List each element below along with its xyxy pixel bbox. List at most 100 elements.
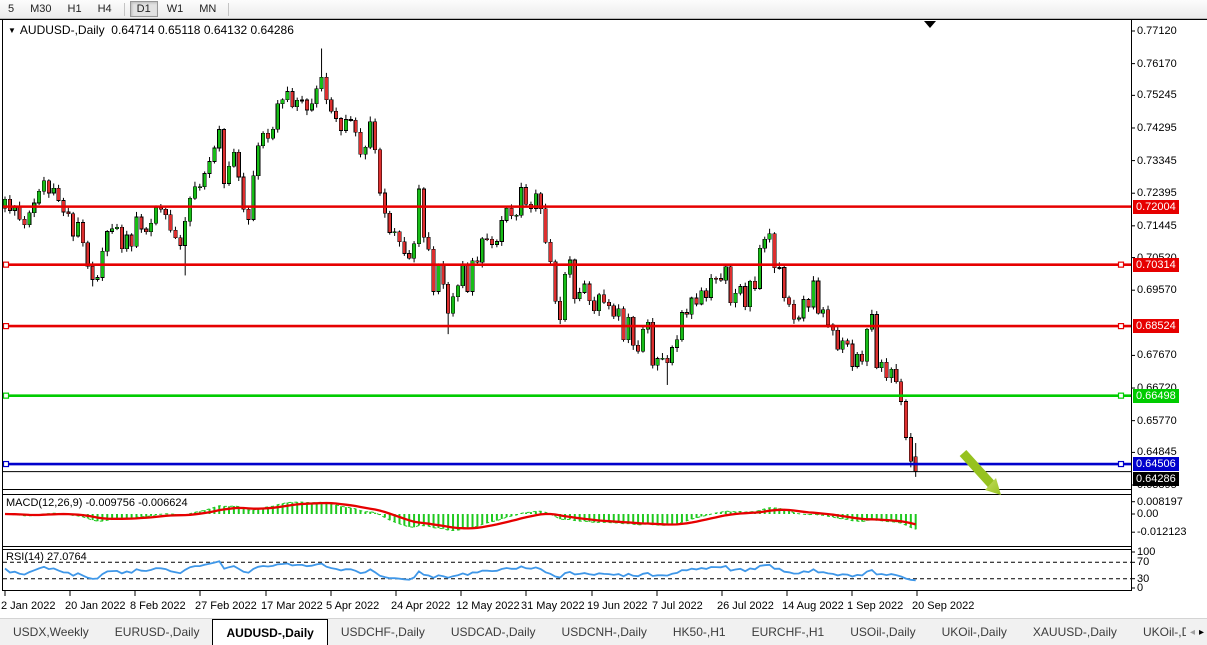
symbol-tab-usoil-daily[interactable]: USOil-,Daily: [850, 625, 916, 639]
hline-handle: [1117, 460, 1125, 468]
price-axis-label: 0.77120: [1137, 25, 1177, 37]
candle-body: [485, 238, 490, 241]
candle-body: [860, 354, 865, 362]
candle-body: [222, 129, 227, 184]
date-axis-label: 26 Jul 2022: [717, 600, 774, 612]
date-axis-label: 7 Jul 2022: [652, 600, 703, 612]
timeframe-button-d1[interactable]: D1: [129, 1, 158, 17]
tabbar-separator-line: [0, 618, 1207, 619]
main-chart-bottom-border: [2, 489, 1131, 490]
hline-price-tag: 0.66498: [1133, 388, 1179, 403]
price-axis-label: 0.65770: [1137, 414, 1177, 427]
candle-body: [100, 251, 105, 278]
candle-body: [640, 328, 646, 352]
candle-body: [17, 206, 22, 220]
candle-body: [329, 99, 334, 112]
candle-body: [538, 193, 543, 210]
candle-body: [295, 99, 300, 108]
candle-body: [611, 305, 616, 317]
candle-body: [894, 368, 899, 383]
candle-body: [309, 103, 314, 111]
tabbar-nav: ◂ ▸: [1185, 619, 1204, 645]
symbol-tab-usdcad-daily[interactable]: USDCAD-,Daily: [450, 625, 536, 639]
macd-axis-label: 0.00: [1137, 508, 1159, 520]
candle-body: [149, 222, 154, 233]
date-axis-label: 19 Jun 2022: [587, 600, 648, 612]
symbol-tab-audusd-daily[interactable]: AUDUSD-,Daily: [212, 619, 328, 645]
date-axis-label: 1 Sep 2022: [847, 600, 904, 612]
timeframe-button-m30[interactable]: M30: [30, 3, 52, 15]
candle-body: [874, 314, 879, 369]
candle-body: [650, 321, 655, 366]
candle-body: [718, 278, 723, 281]
candle-body: [455, 285, 460, 298]
candle-body: [110, 228, 115, 232]
date-axis-label: 2 Jan 2022: [1, 600, 56, 612]
candle-body: [606, 301, 611, 306]
candle-body: [699, 290, 704, 305]
candle-body: [392, 231, 397, 234]
symbol-dropdown-icon[interactable]: ▼: [8, 26, 16, 35]
candle-body: [631, 316, 636, 346]
candle-body: [358, 131, 363, 155]
candle-body: [382, 192, 387, 214]
candle-body: [236, 151, 241, 178]
candle-body: [645, 321, 650, 330]
macd-values: -0.009756 -0.006624: [85, 497, 188, 509]
candle-body: [850, 343, 855, 367]
candle-body: [519, 187, 524, 216]
candle-body: [412, 243, 417, 259]
candle-body: [265, 132, 271, 139]
macd-axis-label: 0.008197: [1137, 495, 1183, 508]
symbol-tab-ukoil-daily[interactable]: UKOil-,Daily: [941, 625, 1007, 639]
timeframe-button-mn[interactable]: MN: [199, 3, 217, 15]
symbol-tabbar: USDX,Weekly EURUSD-,Daily AUDUSD-,Daily USD…: [0, 619, 1207, 645]
candle-body: [441, 265, 446, 285]
candle-body: [621, 308, 626, 340]
toolbar-separator: [228, 2, 230, 16]
candle-body: [679, 312, 684, 340]
date-axis-label: 5 Apr 2022: [326, 600, 380, 612]
timeframe-button-h1[interactable]: H1: [67, 3, 82, 15]
timeframe-button-h4[interactable]: H4: [97, 3, 112, 15]
hline-price-tag: 0.68524: [1133, 319, 1179, 334]
candle-body: [105, 231, 110, 252]
candle-body: [728, 266, 733, 304]
symbol-tab-usdcnh-daily[interactable]: USDCNH-,Daily: [561, 625, 647, 639]
candle-body: [704, 290, 709, 298]
symbol-tab-ukoil-da[interactable]: UKOil-,Da: [1142, 625, 1197, 639]
symbol-tab-usdchf-daily[interactable]: USDCHF-,Daily: [340, 625, 425, 639]
candle-body: [32, 202, 37, 213]
candle-body: [791, 303, 796, 320]
timeframe-button-w1[interactable]: W1: [166, 3, 184, 15]
candle-body: [158, 207, 163, 210]
candle-body: [134, 216, 139, 247]
candle-body: [304, 99, 309, 111]
symbol-tab-xauusd-daily[interactable]: XAUUSD-,Daily: [1032, 625, 1117, 639]
symbol-tab-usdx-weekly[interactable]: USDX,Weekly: [13, 625, 89, 639]
date-axis-label: 20 Sep 2022: [912, 600, 975, 612]
candle-body: [397, 231, 402, 243]
price-axis-label: 0.74295: [1137, 121, 1177, 134]
tab-scroll-right-icon[interactable]: ▸: [1198, 626, 1204, 638]
candle-body: [553, 261, 558, 302]
candle-body: [75, 222, 81, 237]
candle-body: [41, 180, 47, 192]
symbol-tab-eurusd-daily[interactable]: EURUSD-,Daily: [114, 625, 200, 639]
price-axis-label: 0.64845: [1137, 446, 1177, 459]
symbol-tab-hk50-h1[interactable]: HK50-,H1: [672, 625, 726, 639]
timeframe-button-5[interactable]: 5: [8, 3, 15, 15]
candle-body: [446, 284, 451, 314]
symbol-tab-eurchf-h1[interactable]: EURCHF-,H1: [751, 625, 825, 639]
candle-body: [373, 121, 378, 151]
candle-body: [51, 187, 56, 194]
candle-body: [884, 361, 889, 379]
candle-body: [421, 188, 426, 238]
macd-indicator-label: MACD(12,26,9) -0.009756 -0.006624: [6, 497, 188, 509]
candle-body: [597, 294, 602, 312]
price-axis-label: 0.71445: [1137, 219, 1177, 232]
candle-body: [300, 99, 305, 102]
tab-scroll-left-icon[interactable]: ◂: [1189, 626, 1195, 638]
candle-body: [163, 208, 168, 216]
candle-body: [509, 207, 514, 217]
